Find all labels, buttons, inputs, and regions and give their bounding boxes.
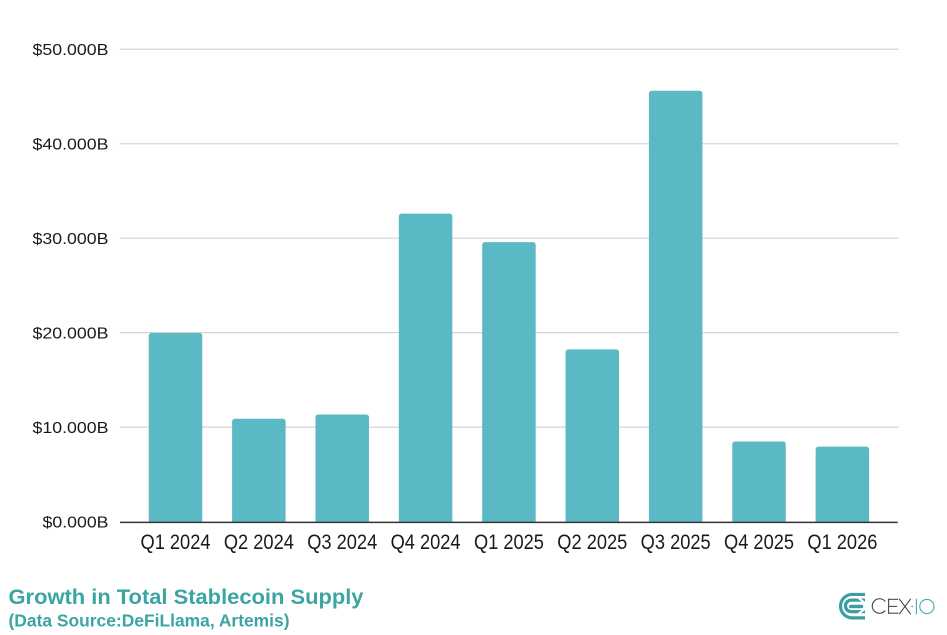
svg-text:(Data Source:DeFiLlama, Artemi: (Data Source:DeFiLlama, Artemis) [9,611,290,631]
svg-text:Q4 2025: Q4 2025 [724,530,794,554]
svg-text:Q3 2024: Q3 2024 [307,530,377,554]
svg-text:$40.000B: $40.000B [33,137,109,154]
svg-text:Q1 2026: Q1 2026 [807,530,877,554]
svg-text:$30.000B: $30.000B [33,231,109,248]
svg-text:$20.000B: $20.000B [33,326,109,343]
svg-text:Growth in Total Stablecoin Sup: Growth in Total Stablecoin Supply [9,585,364,609]
svg-text:$10.000B: $10.000B [33,420,109,437]
svg-text:Q4 2024: Q4 2024 [391,530,461,554]
svg-text:Q2 2025: Q2 2025 [557,530,627,554]
svg-text:Q1 2025: Q1 2025 [474,530,544,554]
svg-text:Q1 2024: Q1 2024 [141,530,211,554]
svg-text:$0.000B: $0.000B [43,514,109,531]
svg-text:$50.000B: $50.000B [33,42,109,59]
svg-text:Q3 2025: Q3 2025 [641,530,711,554]
svg-text:Q2 2024: Q2 2024 [224,530,294,554]
